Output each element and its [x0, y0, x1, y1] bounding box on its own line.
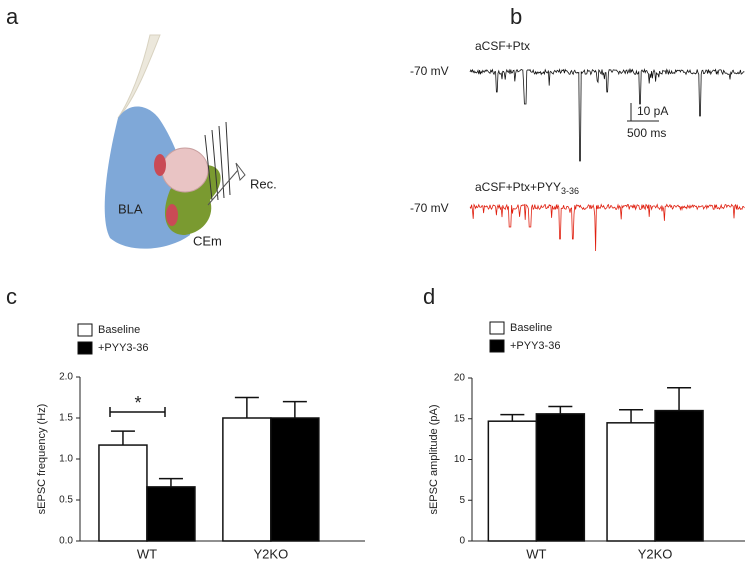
electrode-label: Rec. [250, 176, 277, 191]
bar [487, 420, 538, 542]
scale-label: 500 ms [627, 126, 666, 140]
condition-label: aCSF+Ptx [475, 39, 530, 53]
y-tick-label: 15 [454, 413, 466, 424]
y-axis-label: sEPSC amplitude (pA) [428, 404, 440, 514]
scale-label: 10 pA [637, 104, 668, 118]
panel-label: a [6, 4, 19, 29]
x-tick-label: WT [137, 546, 157, 561]
y-tick-label: 1.5 [59, 413, 73, 424]
legend-swatch [489, 321, 505, 335]
legend-label: Baseline [98, 324, 140, 336]
y-tick-label: 5 [459, 495, 465, 506]
legend-label: Baseline [510, 322, 552, 334]
bar [654, 409, 704, 542]
bar [222, 417, 272, 542]
x-tick-label: Y2KO [254, 546, 289, 561]
y-tick-label: 0 [459, 536, 465, 547]
bar [606, 422, 656, 542]
bar [535, 413, 586, 542]
holding-label: -70 mV [410, 64, 449, 78]
significance-label: * [134, 393, 141, 413]
traces: -70 mV -70 mV aCSF+Ptx aCSF+Ptx+PYY3-36 … [410, 39, 745, 252]
panel-label: c [6, 284, 17, 309]
region-label: CEm [193, 233, 222, 248]
legend-label: +PYY3-36 [98, 342, 148, 354]
legend-swatch [489, 339, 505, 353]
condition-label: aCSF+Ptx+PYY3-36 [475, 180, 579, 196]
brain-diagram: BLA CEm Rec. [104, 34, 277, 249]
y-tick-label: 2.0 [59, 372, 73, 383]
x-tick-label: WT [526, 546, 546, 561]
y-tick-label: 0.5 [59, 495, 73, 506]
y-tick-label: 1.0 [59, 454, 73, 465]
y-tick-label: 10 [454, 454, 466, 465]
y-axis-label: sEPSC frequency (Hz) [36, 404, 48, 515]
legend-swatch [77, 323, 93, 337]
region-label: BLA [118, 201, 143, 216]
panel-label: d [423, 284, 435, 309]
legend-label: +PYY3-36 [510, 340, 560, 352]
holding-label: -70 mV [410, 201, 449, 215]
bar [270, 417, 320, 542]
bar [98, 444, 148, 542]
y-tick-label: 20 [454, 373, 466, 384]
panel-label: b [510, 4, 522, 29]
bar [146, 486, 196, 542]
x-tick-label: Y2KO [638, 546, 673, 561]
legend-swatch [77, 341, 93, 355]
y-tick-label: 0.0 [59, 536, 73, 547]
significance-bracket [109, 407, 166, 417]
